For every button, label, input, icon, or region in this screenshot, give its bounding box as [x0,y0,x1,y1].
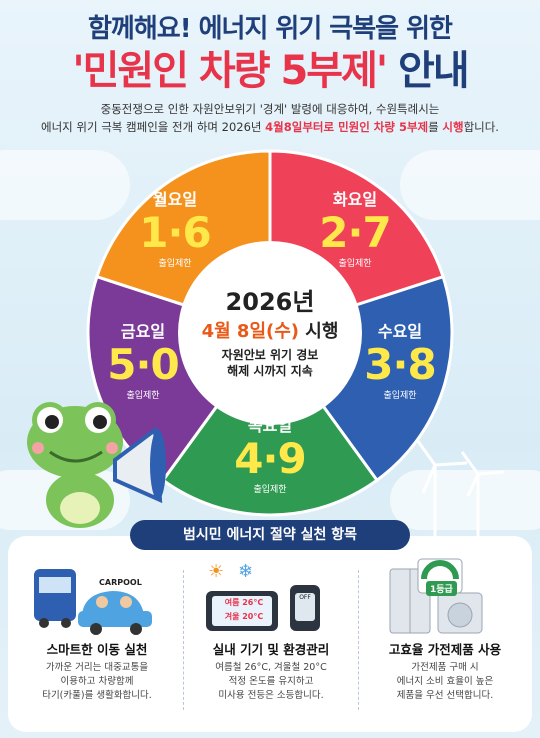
practice-desc-line: 제품을 우선 선택합니다. [396,690,494,701]
intro-line-2: 에너지 위기 극복 캠페인을 전개 하며 2026년 4월8일부터로 민원인 차… [0,118,540,136]
cloud-decoration [390,470,540,530]
snowflake-icon: ❄ [238,561,254,582]
intro-text: 중동전쟁으로 인한 자원안보위기 '경계' 발령에 대응하여, 수원특례시는 에… [0,100,540,136]
practice-desc-line: 미사용 전등은 소등합니다. [218,690,324,701]
segment-day: 목요일 [247,416,293,435]
segment-day: 금요일 [120,322,166,341]
practice-desc-line: 가전제품 구매 시 [411,662,479,673]
practice-desc-line: 가까운 거리는 대중교통을 [45,662,149,673]
intro-line2-mid: 를 [428,120,443,134]
sun-icon: ☀ [208,561,225,582]
segment-day: 화요일 [332,190,378,209]
segment-thursday: 목요일 4·9 출입제한 [215,412,325,495]
practice-title: 범시민 에너지 절약 실천 항목 [130,520,410,550]
practice-desc: 가전제품 구매 시 에너지 소비 효율이 높은 제품을 우선 선택합니다. [360,661,530,703]
segment-note: 출입제한 [253,485,287,495]
thermostat-summer: 여름 26°C [224,598,264,607]
segment-numbers: 2·7 [319,208,391,257]
center-sub-line-2: 해제 시까지 지속 [227,364,313,378]
intro-line2-highlight2: 시행 [442,120,464,134]
segment-numbers: 1·6 [139,208,211,257]
wind-turbine-icon [413,436,468,545]
cloud-decoration [0,150,130,220]
center-sub-line-1: 자원안보 위기 경보 [221,348,319,362]
carpool-illustration-icon [34,569,152,635]
rotation-wheel [86,149,454,517]
practice-item-indoor: ☀ ❄ 여름 26°C 겨울 20°C OFF 실내 기기 및 환경관리 여름철… [186,555,356,725]
segment-note: 출입제한 [126,391,160,401]
intro-line2-highlight: 4월8일부터로 민원인 차량 5부제 [265,120,429,134]
practice-item-appliance: 1등급 고효율 가전제품 사용 가전제품 구매 시 에너지 소비 효율이 높은 … [360,555,530,725]
practice-desc-line: 이용하고 차량함께 [60,676,134,687]
intro-line2-prefix: 에너지 위기 극복 캠페인을 전개 하며 2026년 [41,120,266,134]
headline-highlight: '민원인 차량 5부제' [72,48,388,94]
segment-wednesday: 수요일 3·8 출입제한 [345,318,455,401]
center-date-value: 4월 8일(수) [201,321,300,342]
center-year: 2026년 [225,288,315,316]
practice-heading: 실내 기기 및 환경관리 [212,642,330,657]
divider [358,570,359,710]
page-title: 함께해요! 에너지 위기 극복을 위한 [88,14,453,44]
practice-desc: 여름철 26°C, 겨울철 20°C 적정 온도를 유지하고 미사용 전등은 소… [186,661,356,703]
practice-heading: 스마트한 이동 실천 [46,642,148,657]
efficiency-badge: 1등급 [426,581,457,596]
intro-line-1: 중동전쟁으로 인한 자원안보위기 '경계' 발령에 대응하여, 수원특례시는 [100,102,440,116]
center-date: 4월 8일(수) 시행 [175,317,365,343]
page-headline: '민원인 차량 5부제' 안내 [0,38,540,96]
thermostat-winter: 겨울 20°C [224,612,264,621]
switch-label: OFF [295,593,315,621]
segment-day: 월요일 [152,190,198,209]
cloud-decoration [400,150,540,220]
intro-line2-suffix: 합니다. [463,120,499,134]
center-date-suffix: 시행 [299,321,339,342]
segment-monday: 월요일 1·6 출입제한 [120,186,230,269]
light-switch-icon: OFF [290,585,320,631]
segment-day: 수요일 [377,322,423,341]
segment-friday: 금요일 5·0 출입제한 [88,318,198,401]
segment-note: 출입제한 [158,259,192,269]
practice-desc-line: 적정 온도를 유지하고 [228,676,314,687]
segment-numbers: 5·0 [107,340,179,389]
frog-mascot-icon [27,402,166,528]
practice-desc-line: 에너지 소비 효율이 높은 [396,676,494,687]
practice-desc: 가까운 거리는 대중교통을 이용하고 차량함께 타기(카풀)를 생활화합니다. [12,661,182,703]
segment-tuesday: 화요일 2·7 출입제한 [300,186,410,269]
segment-numbers: 3·8 [364,340,436,389]
segment-numbers: 4·9 [234,434,306,483]
wheel-center-disc [178,241,362,425]
segment-note: 출입제한 [338,259,372,269]
wind-turbine-icon [460,451,505,540]
practice-item-transport: CARPOOL 스마트한 이동 실천 가까운 거리는 대중교통을 이용하고 차량… [12,555,182,725]
practice-heading: 고효율 가전제품 사용 [388,642,502,657]
segment-note: 출입제한 [383,391,417,401]
headline-rest: 안내 [386,48,470,94]
wheel-center: 2026년 4월 8일(수) 시행 자원안보 위기 경보 해제 시까지 지속 [175,282,365,379]
divider [183,570,184,710]
thermostat-icon: 여름 26°C 겨울 20°C [206,591,278,631]
practice-desc-line: 여름철 26°C, 겨울철 20°C [215,662,327,673]
carpool-badge: CARPOOL [96,577,145,588]
practice-desc-line: 타기(카풀)를 생활화합니다. [42,690,152,701]
